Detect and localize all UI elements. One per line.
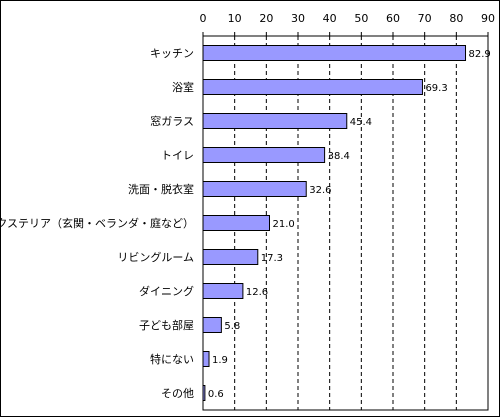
bar: [202, 283, 244, 299]
bar-value-label: 17.3: [261, 253, 283, 264]
bar: [202, 79, 423, 95]
bar: [202, 113, 348, 129]
bar: [202, 147, 326, 163]
bar-value-label: 0.6: [208, 389, 224, 400]
x-axis-tick-label: 70: [418, 12, 432, 25]
bar-value-label: 5.8: [224, 321, 240, 332]
bar: [202, 385, 206, 401]
bar-value-label: 45.4: [350, 117, 372, 128]
x-axis-tick-label: 80: [449, 12, 463, 25]
category-label: 洗面・脱衣室: [128, 182, 194, 196]
x-axis-tick-label: 50: [354, 12, 368, 25]
category-label: エクステリア（玄関・ベランダ・庭など）: [1, 216, 194, 230]
bar-value-label: 82.9: [469, 49, 491, 60]
category-label: 特にない: [150, 352, 194, 366]
category-label: トイレ: [161, 149, 194, 162]
bar: [202, 317, 222, 333]
category-label: その他: [161, 387, 194, 400]
category-label: 窓ガラス: [150, 114, 194, 128]
bar: [202, 249, 259, 265]
x-axis-tick-label: 0: [200, 12, 207, 25]
category-label: キッチン: [150, 47, 194, 60]
x-axis-tick-label: 10: [228, 12, 242, 25]
category-label: ダイニング: [139, 284, 194, 298]
bar: [202, 351, 210, 367]
x-axis-tick-label: 30: [291, 12, 305, 25]
bar: [202, 215, 270, 231]
bar: [202, 45, 467, 61]
x-axis-tick-label: 20: [259, 12, 273, 25]
x-axis-tick-label: 90: [481, 12, 495, 25]
bar-value-label: 69.3: [425, 83, 447, 94]
bar-value-label: 21.0: [273, 219, 295, 230]
category-label: 浴室: [172, 80, 194, 94]
bar: [202, 181, 307, 197]
category-label: リビングルーム: [117, 250, 194, 264]
bar-value-label: 32.6: [309, 185, 331, 196]
bar-value-label: 1.9: [212, 355, 228, 366]
x-axis-tick-label: 40: [323, 12, 337, 25]
category-label: 子ども部屋: [139, 318, 194, 332]
bar-value-label: 38.4: [328, 151, 350, 162]
x-axis-tick-label: 60: [386, 12, 400, 25]
bar-value-label: 12.6: [246, 287, 268, 298]
